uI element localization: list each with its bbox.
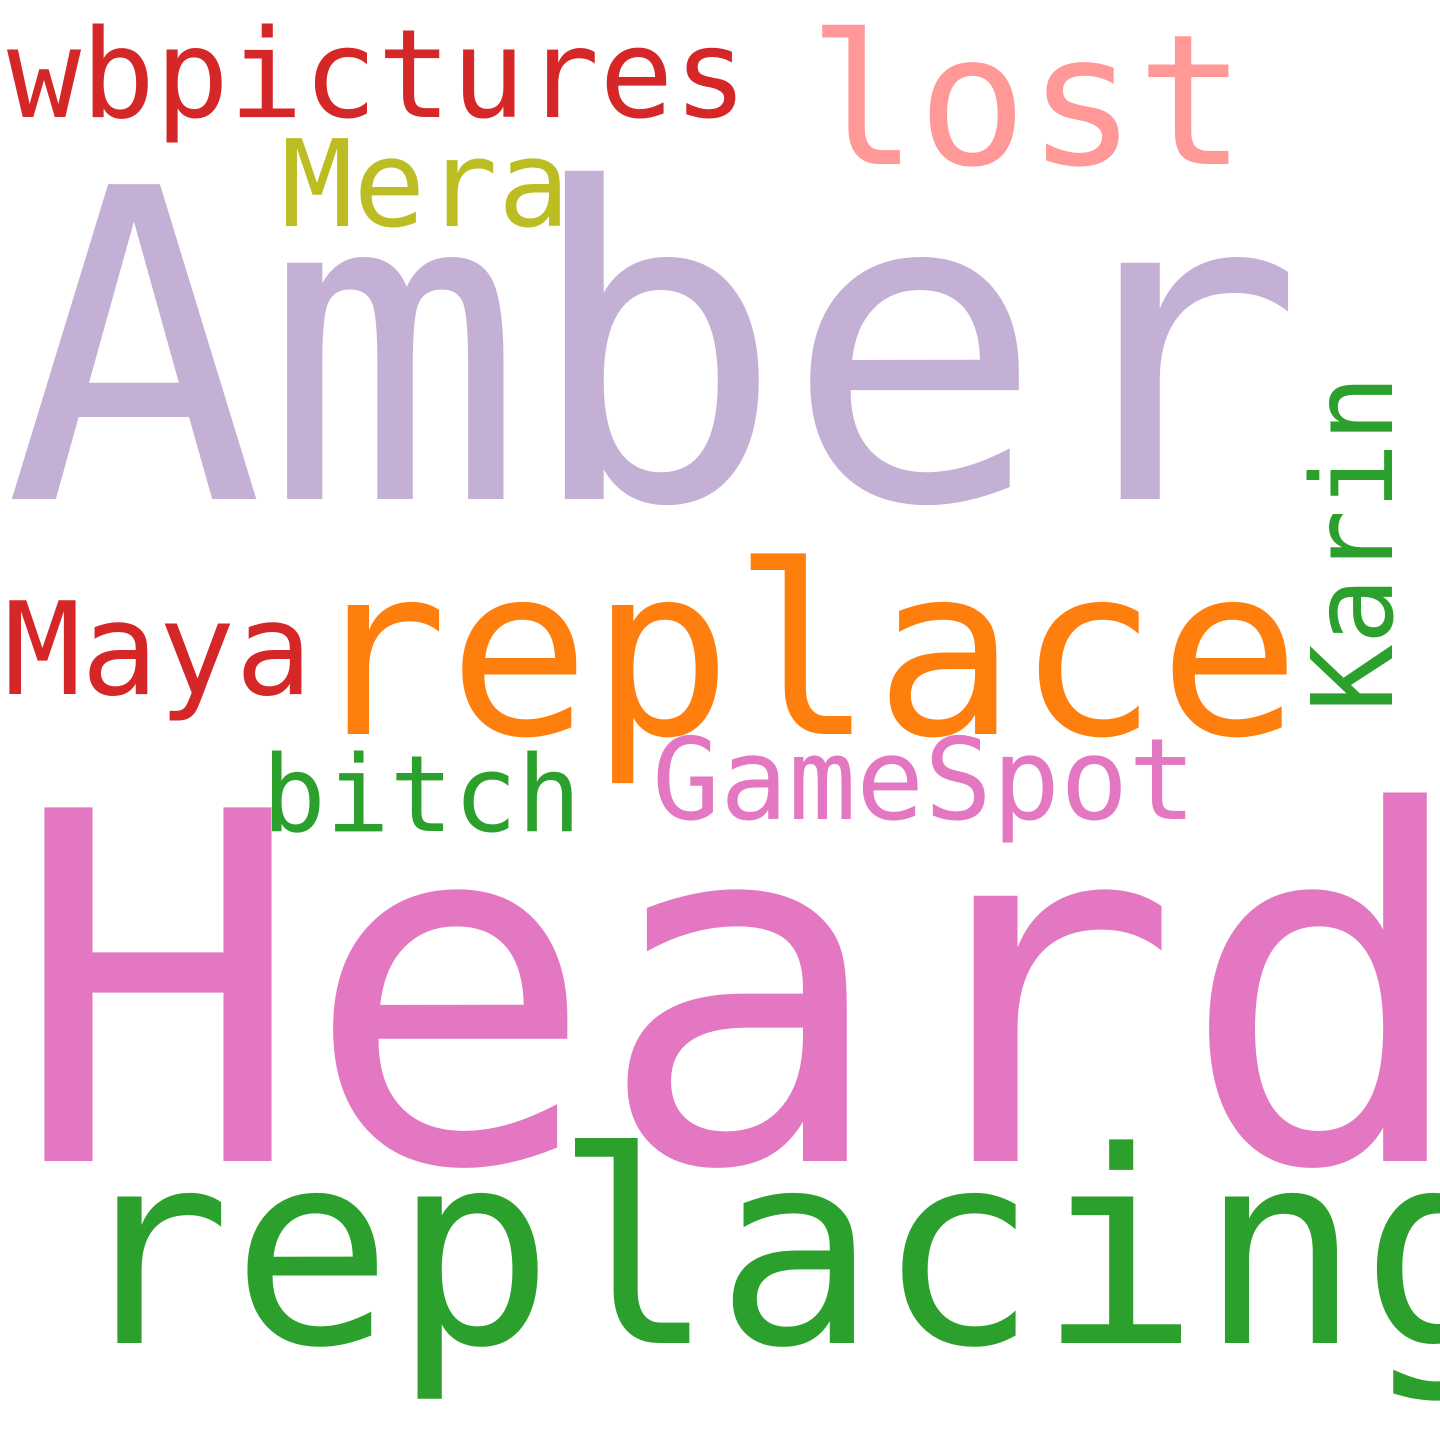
word-amber: Amber bbox=[4, 98, 1305, 601]
word-lost: lost bbox=[808, 0, 1247, 207]
word-gamespot: GameSpot bbox=[652, 714, 1197, 846]
word-wbpictures: wbpictures bbox=[7, 4, 748, 147]
word-maya: Maya bbox=[4, 576, 313, 725]
word-replacing: replacing bbox=[70, 1095, 1440, 1407]
word-karin: Karin bbox=[1289, 374, 1419, 712]
word-bitch: bitch bbox=[262, 733, 582, 856]
word-mera: Mera bbox=[281, 116, 570, 255]
word-replace: replace bbox=[306, 515, 1301, 790]
word-heard: Heard bbox=[12, 712, 1440, 1276]
